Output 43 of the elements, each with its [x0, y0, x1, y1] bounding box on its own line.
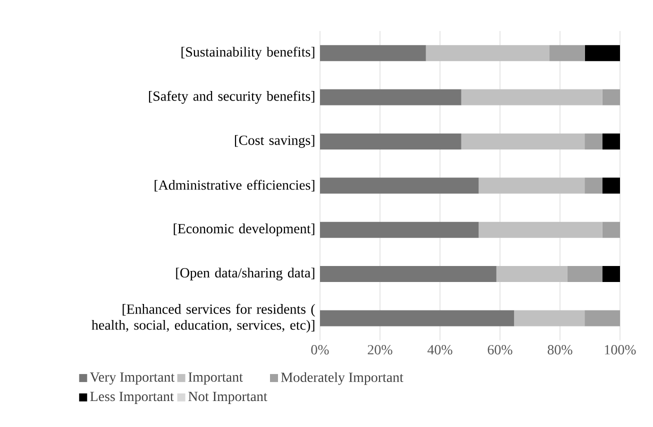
legend-label: Less Important	[90, 392, 174, 404]
bar	[602, 133, 620, 150]
y-tick-label: [Open data/sharing data]	[176, 268, 314, 280]
bar	[496, 266, 568, 282]
bar	[426, 45, 550, 62]
bar	[320, 222, 479, 238]
bar	[602, 266, 620, 282]
bar	[567, 266, 602, 282]
y-tick-label: [Enhanced services for residents ( health, social, education, services, etc)]	[92, 304, 315, 333]
bar	[478, 178, 585, 194]
y-tick-label: [Safety and security benefits]	[149, 90, 314, 104]
bar	[478, 222, 602, 238]
y-tick-label: [Administrative efficiencies]	[154, 180, 314, 192]
bar	[320, 89, 462, 106]
bar	[602, 89, 620, 106]
legend-label: Not Important	[188, 392, 268, 404]
x-tick-label: 40%	[427, 345, 452, 354]
y-tick-label: [Cost savings]	[234, 135, 314, 148]
bar	[514, 310, 585, 326]
bar	[320, 310, 514, 326]
bar	[461, 133, 585, 150]
x-tick-label: 0%	[311, 345, 329, 354]
legend-label: Important	[188, 372, 243, 385]
bar	[584, 310, 620, 326]
legend-label: Moderately Important	[281, 372, 404, 385]
y-tick-label: [Sustainability benefits]	[182, 46, 314, 60]
bar	[602, 178, 620, 194]
bar	[550, 45, 585, 62]
x-tick-label: 60%	[488, 345, 512, 354]
y-tick-label: [Economic development]	[174, 224, 314, 236]
bar	[461, 89, 602, 106]
x-tick-label: 80%	[548, 345, 572, 354]
bar	[584, 133, 602, 150]
bar	[320, 266, 496, 282]
x-tick-label: 100%	[604, 345, 636, 354]
bar	[602, 222, 620, 238]
bar	[320, 133, 462, 150]
bar	[584, 178, 602, 194]
legend-label: Very Important	[90, 372, 175, 385]
x-tick-label: 20%	[368, 345, 392, 354]
bar	[320, 45, 426, 62]
bar	[584, 45, 620, 62]
bar	[320, 178, 479, 194]
